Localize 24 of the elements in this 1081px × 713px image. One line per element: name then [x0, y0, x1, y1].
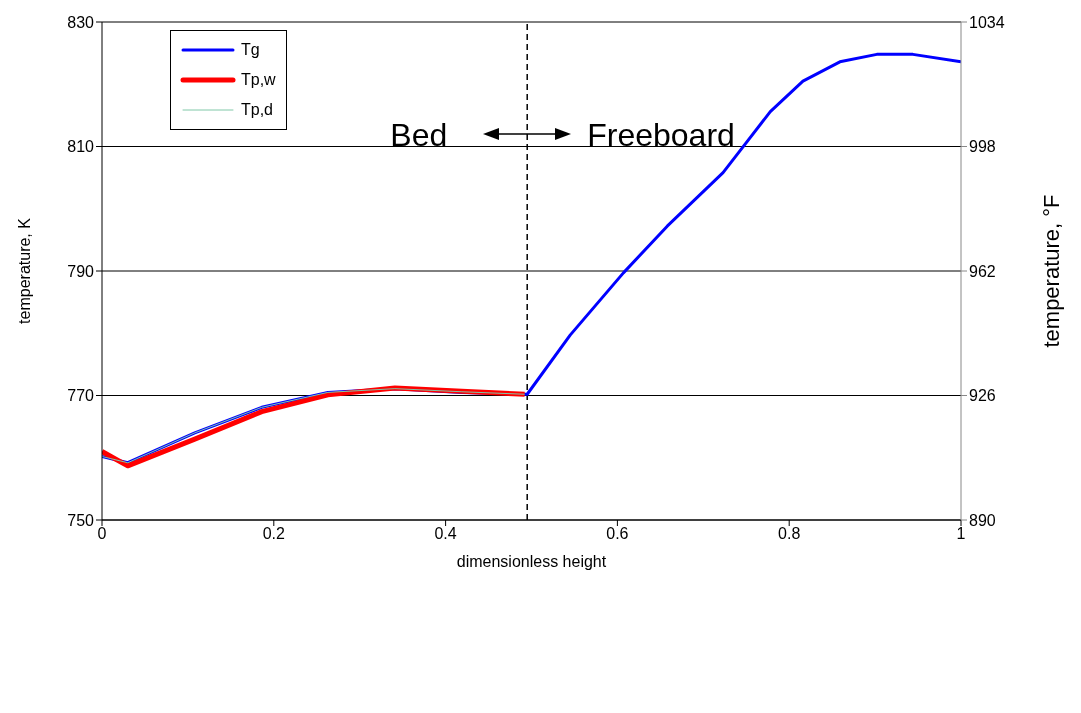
y2-tick-label: 890 — [969, 511, 996, 529]
y2-tick-label: 998 — [969, 138, 996, 156]
y-tick-label: 810 — [67, 138, 95, 156]
y2-tick-label: 926 — [969, 387, 996, 405]
annotation: Freeboard — [587, 117, 735, 154]
x-axis-title: dimensionless height — [456, 553, 607, 570]
x-tick-label: 0.2 — [262, 525, 286, 543]
x-tick-label: 0.6 — [606, 525, 629, 543]
x-tick-label: 0.4 — [434, 525, 457, 543]
legend-label: Tp,d — [241, 101, 274, 119]
y2-tick-label: 1034 — [969, 13, 1005, 31]
y2-axis-title: temperature, °F — [1038, 194, 1064, 348]
legend-label: Tp,w — [241, 71, 276, 89]
x-tick-label: 0 — [97, 525, 107, 543]
y-tick-label: 830 — [67, 13, 95, 31]
y-tick-label: 750 — [67, 511, 95, 529]
x-tick-label: 1 — [956, 525, 966, 543]
y-axis-title: temperature, K — [15, 217, 33, 324]
x-tick-label: 0.8 — [778, 525, 801, 543]
y2-tick-label: 962 — [969, 262, 996, 280]
y-tick-label: 770 — [67, 387, 95, 405]
legend-label: Tg — [241, 41, 260, 59]
annotation: Bed — [390, 117, 448, 154]
y-tick-label: 790 — [67, 262, 95, 280]
